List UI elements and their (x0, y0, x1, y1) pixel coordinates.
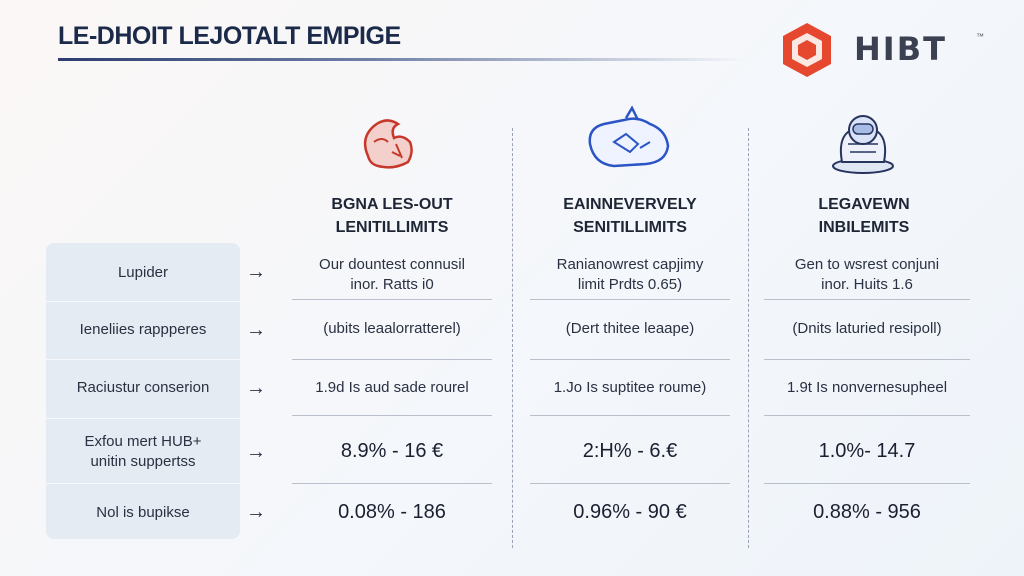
table-cell: (Dnits laturied resipoll) (792, 320, 942, 337)
row-divider (530, 483, 730, 484)
dragon-icon (363, 119, 413, 169)
row-label: Ieneliies rappperes (79, 321, 207, 338)
arrow-right-icon: → (246, 261, 266, 283)
table-cell: 2:H% - 6.€ (582, 440, 678, 462)
row-divider (764, 299, 970, 300)
arrow-right-icon: → (246, 441, 266, 463)
row-label: Nol is bupikse (96, 504, 190, 521)
cell-line: Our dountest connusil (319, 256, 465, 273)
column-divider (748, 128, 749, 548)
table-cell: 0.88% - 956 (813, 501, 921, 523)
row-separator (46, 418, 240, 419)
table-cell: 0.08% - 186 (338, 501, 446, 523)
row-divider (764, 359, 970, 360)
row-divider (292, 415, 492, 416)
table-cell: 8.9% - 16 € (340, 440, 444, 462)
row-divider (292, 483, 492, 484)
row-divider (764, 483, 970, 484)
column-heading-line1: EAINNEVERVELY (563, 196, 697, 213)
row-separator (46, 483, 240, 484)
column-heading: LEGAVEWN INBILEMITS (764, 193, 964, 239)
row-separator (46, 301, 240, 302)
row-label-line1: Exfou mert HUB+ (84, 433, 202, 450)
handshake-icon (588, 105, 670, 168)
row-divider (530, 359, 730, 360)
table-cell: 1.Jo Is suptitee roume) (553, 379, 707, 396)
row-label: Exfou mert HUB+ unitin suppertss (46, 432, 240, 472)
trademark-mark: ™ (976, 32, 984, 41)
page-title: LE-DHOIT LEJOTALT EMPIGE (58, 22, 401, 50)
row-labels-panel (46, 243, 240, 539)
cell-line: inor. Ratts i0 (350, 276, 434, 293)
table-cell: 0.96% - 90 € (573, 501, 687, 523)
arrow-right-icon: → (246, 501, 266, 523)
column-heading-line2: SENITILLIMITS (573, 219, 687, 236)
column-divider (512, 128, 513, 548)
row-divider (292, 359, 492, 360)
table-cell: Gen to wsrest conjuni inor. Huits 1.6 (767, 255, 967, 295)
row-divider (764, 415, 970, 416)
astronaut-icon (832, 115, 894, 174)
column-heading: BGNA LES-OUT LENITILLIMITS (292, 193, 492, 239)
table-cell: 1.0%- 14.7 (818, 440, 916, 462)
table-cell: 1.9t Is nonvernesupheel (786, 379, 948, 396)
column-heading-line1: LEGAVEWN (818, 196, 910, 213)
table-cell: 1.9d Is aud sade rourel (315, 379, 469, 396)
column-heading-line2: LENITILLIMITS (335, 219, 449, 236)
cell-line: Gen to wsrest conjuni (794, 256, 940, 273)
cell-line: inor. Huits 1.6 (821, 276, 913, 293)
cell-line: limit Prdts 0.65) (577, 276, 683, 293)
table-cell: (Dert thitee leaape) (565, 320, 695, 337)
cell-line: Ranianowrest capjimy (556, 256, 704, 273)
row-divider (530, 415, 730, 416)
row-divider (530, 299, 730, 300)
arrow-right-icon: → (246, 319, 266, 341)
row-label-line2: unitin suppertss (90, 453, 196, 470)
table-cell: (ubits leaalorratterel) (323, 320, 461, 337)
brand-name: HIBT (854, 30, 947, 68)
brand-logo: HIBT ™ (776, 20, 996, 80)
table-cell: Ranianowrest capjimy limit Prdts 0.65) (530, 255, 730, 295)
table-cell: Our dountest connusil inor. Ratts i0 (292, 255, 492, 295)
column-heading: EAINNEVERVELY SENITILLIMITS (530, 193, 730, 239)
column-heading-line2: INBILEMITS (818, 219, 910, 236)
column-heading-line1: BGNA LES-OUT (331, 196, 453, 213)
row-divider (292, 299, 492, 300)
row-label: Lupider (117, 264, 169, 281)
row-separator (46, 359, 240, 360)
arrow-right-icon: → (246, 377, 266, 399)
row-label: Raciustur conserion (76, 379, 210, 396)
title-underline (58, 58, 748, 61)
hexagon-logo-icon (783, 23, 831, 77)
